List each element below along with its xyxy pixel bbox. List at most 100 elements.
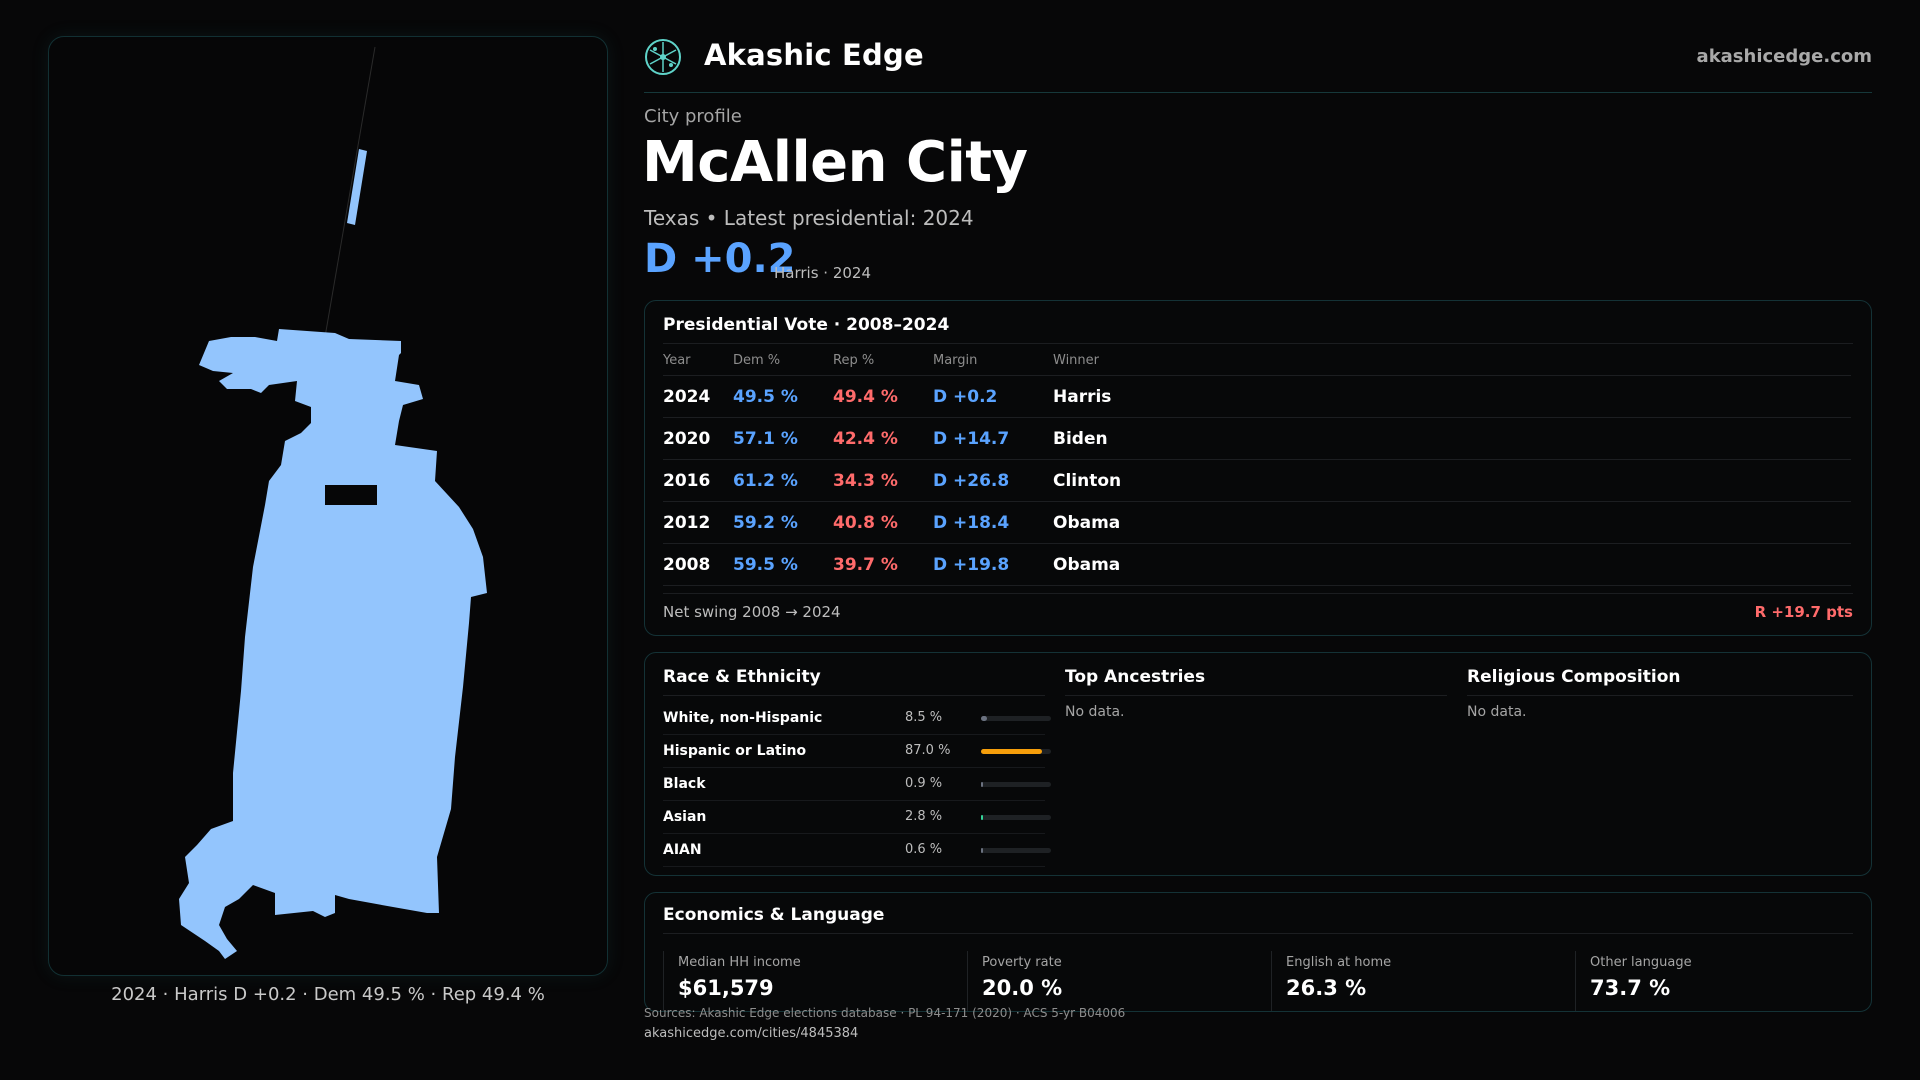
ancestries-empty-text: No data. — [1065, 704, 1125, 720]
race-bar — [981, 848, 1051, 853]
race-label: Asian — [663, 809, 707, 825]
race-bar — [981, 815, 1051, 820]
presidential-vote-card: Presidential Vote · 2008–2024 Year Dem %… — [644, 300, 1872, 636]
divider — [663, 593, 1853, 594]
city-boundary-map — [48, 36, 608, 976]
ancestries-title: Top Ancestries — [1065, 667, 1447, 696]
table-row: 2008 59.5 % 39.7 % D +19.8 Obama — [663, 543, 1851, 586]
table-row: 2012 59.2 % 40.8 % D +18.4 Obama — [663, 501, 1851, 544]
list-item: White, non-Hispanic 8.5 % — [663, 702, 1051, 735]
race-label: Black — [663, 776, 706, 792]
stat-label: English at home — [1286, 955, 1392, 970]
cell-winner: Obama — [1053, 501, 1851, 544]
race-label: White, non-Hispanic — [663, 710, 823, 726]
presidential-vote-table: Year Dem % Rep % Margin Winner 2024 49.5… — [663, 345, 1851, 586]
atom-network-icon[interactable] — [644, 38, 682, 76]
stat-poverty-rate: Poverty rate 20.0 % — [967, 951, 1257, 1011]
race-bar-fill — [981, 716, 987, 721]
map-main-area — [179, 329, 487, 959]
latest-margin-detail: Harris · 2024 — [774, 264, 872, 282]
net-swing-label: Net swing 2008 → 2024 — [663, 603, 841, 621]
religion-empty-text: No data. — [1467, 704, 1527, 720]
race-bar — [981, 782, 1051, 787]
cell-dem: 57.1 % — [733, 417, 833, 460]
cell-year: 2020 — [663, 417, 733, 460]
page-title: McAllen City — [642, 130, 1028, 195]
table-row: 2016 61.2 % 34.3 % D +26.8 Clinton — [663, 459, 1851, 502]
cell-margin: D +18.4 — [933, 501, 1053, 544]
column-header-winner: Winner — [1053, 345, 1851, 376]
stat-value: 20.0 % — [982, 976, 1063, 1000]
race-bar — [981, 716, 1051, 721]
profile-subtitle: Texas • Latest presidential: 2024 — [644, 206, 974, 230]
race-label: Hispanic or Latino — [663, 743, 807, 759]
table-row: 2024 49.5 % 49.4 % D +0.2 Harris — [663, 375, 1851, 418]
cell-year: 2012 — [663, 501, 733, 544]
column-header-rep: Rep % — [833, 345, 933, 376]
cell-margin: D +19.8 — [933, 543, 1053, 586]
page-url-link[interactable]: akashicedge.com/cities/4845384 — [644, 1026, 859, 1041]
stat-label: Other language — [1590, 955, 1692, 970]
map-caption: 2024 · Harris D +0.2 · Dem 49.5 % · Rep … — [111, 984, 545, 1005]
cell-rep: 49.4 % — [833, 375, 933, 418]
economics-title: Economics & Language — [663, 905, 885, 925]
race-ethnicity-title: Race & Ethnicity — [663, 667, 1045, 696]
stat-english-at-home: English at home 26.3 % — [1271, 951, 1561, 1011]
cell-dem: 59.5 % — [733, 543, 833, 586]
race-ethnicity-list: White, non-Hispanic 8.5 % Hispanic or La… — [663, 702, 1051, 867]
cell-rep: 42.4 % — [833, 417, 933, 460]
cell-dem: 61.2 % — [733, 459, 833, 502]
table-row: 2020 57.1 % 42.4 % D +14.7 Biden — [663, 417, 1851, 460]
cell-winner: Biden — [1053, 417, 1851, 460]
site-header: Akashic Edge akashicedge.com — [644, 34, 1872, 93]
cell-margin: D +14.7 — [933, 417, 1053, 460]
site-link[interactable]: akashicedge.com — [1696, 46, 1872, 67]
latest-margin: D +0.2 — [644, 236, 796, 282]
cell-year: 2008 — [663, 543, 733, 586]
cell-winner: Clinton — [1053, 459, 1851, 502]
cell-rep: 34.3 % — [833, 459, 933, 502]
map-north-strip — [347, 149, 367, 225]
economics-language-card: Economics & Language Median HH income $6… — [644, 892, 1872, 1012]
ancestries-section: Top Ancestries No data. — [1065, 667, 1447, 720]
religion-section: Religious Composition No data. — [1467, 667, 1853, 720]
stat-label: Poverty rate — [982, 955, 1062, 970]
cell-year: 2016 — [663, 459, 733, 502]
stat-other-language: Other language 73.7 % — [1575, 951, 1865, 1011]
column-header-dem: Dem % — [733, 345, 833, 376]
stat-value: $61,579 — [678, 976, 774, 1000]
table-header-row: Year Dem % Rep % Margin Winner — [663, 345, 1851, 376]
column-header-year: Year — [663, 345, 733, 376]
race-percent: 87.0 % — [905, 743, 951, 758]
net-swing-value: R +19.7 pts — [1754, 603, 1853, 621]
race-label: AIAN — [663, 842, 702, 858]
city-boundary-shape — [179, 46, 487, 959]
religion-title: Religious Composition — [1467, 667, 1853, 696]
list-item: Hispanic or Latino 87.0 % — [663, 735, 1051, 768]
race-percent: 0.9 % — [905, 776, 943, 791]
stat-value: 73.7 % — [1590, 976, 1671, 1000]
stat-median-income: Median HH income $61,579 — [663, 951, 953, 1011]
race-bar-fill — [981, 749, 1042, 754]
list-item: AIAN 0.6 % — [663, 834, 1051, 867]
brand-name[interactable]: Akashic Edge — [704, 38, 924, 72]
race-bar-fill — [981, 848, 983, 853]
cell-winner: Obama — [1053, 543, 1851, 586]
cell-rep: 39.7 % — [833, 543, 933, 586]
cell-margin: D +26.8 — [933, 459, 1053, 502]
column-header-margin: Margin — [933, 345, 1053, 376]
divider — [663, 343, 1853, 344]
stat-label: Median HH income — [678, 955, 801, 970]
cell-rep: 40.8 % — [833, 501, 933, 544]
presidential-vote-title: Presidential Vote · 2008–2024 — [663, 315, 950, 335]
demographics-card: Race & Ethnicity White, non-Hispanic 8.5… — [644, 652, 1872, 876]
cell-winner: Harris — [1053, 375, 1851, 418]
race-bar-fill — [981, 782, 983, 787]
race-bar-fill — [981, 815, 983, 820]
race-ethnicity-section: Race & Ethnicity White, non-Hispanic 8.5… — [663, 667, 1051, 867]
list-item: Black 0.9 % — [663, 768, 1051, 801]
divider — [663, 933, 1853, 934]
stat-value: 26.3 % — [1286, 976, 1367, 1000]
profile-eyebrow: City profile — [644, 106, 742, 127]
list-item: Asian 2.8 % — [663, 801, 1051, 834]
